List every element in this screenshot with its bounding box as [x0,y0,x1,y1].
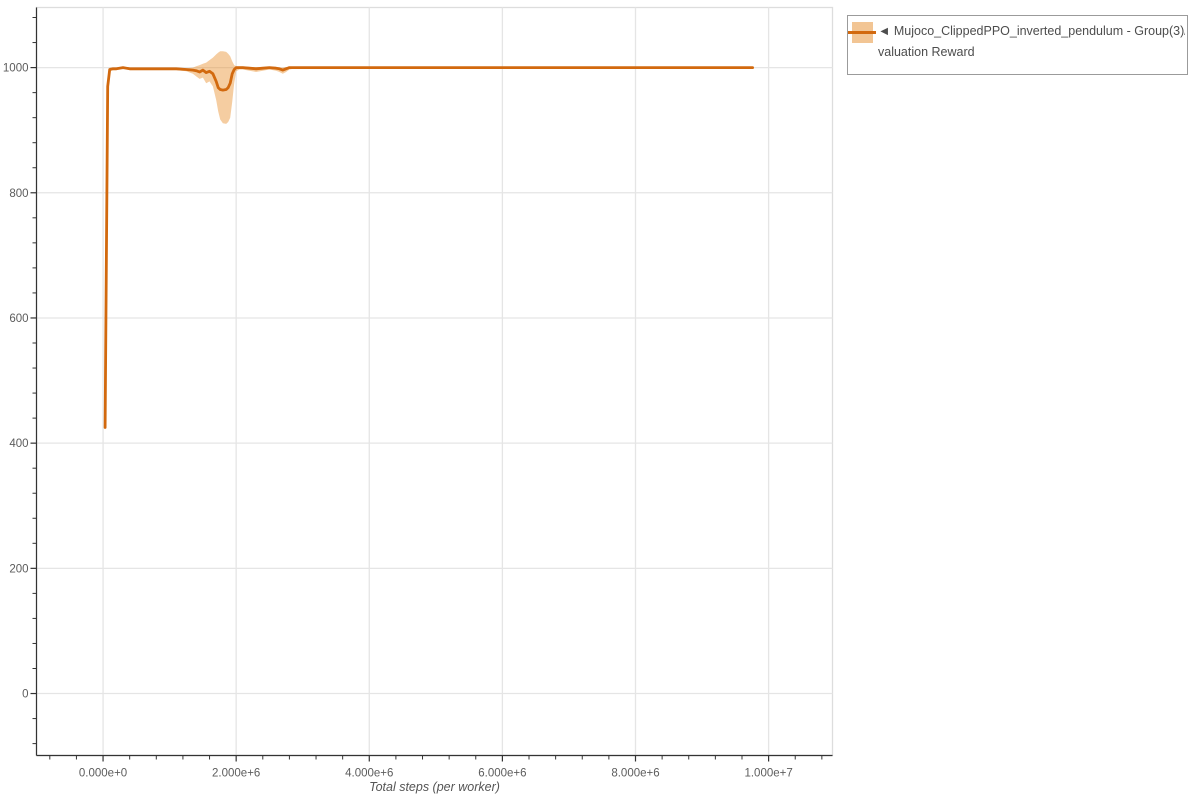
y-tick-label: 600 [9,313,28,325]
x-tick-label: 8.000e+6 [611,768,659,780]
legend-box: ◄ Mujoco_ClippedPPO_inverted_pendulum - … [847,15,1188,75]
legend-line-swatch-icon [848,31,876,34]
y-tick-label: 400 [9,438,28,450]
legend-band-swatch-icon [848,22,876,43]
legend-item[interactable]: ◄ Mujoco_ClippedPPO_inverted_pendulum - … [848,16,1187,74]
x-tick-label: 6.000e+6 [478,768,526,780]
x-tick-label: 1.000e+7 [744,768,792,780]
axes: 0 200 400 600 800 1000 0.000e+0 2.000e+6 4.000e+… [3,7,833,780]
legend-label: ◄ Mujoco_ClippedPPO_inverted_pendulum - … [878,21,1185,63]
y-tick-label: 800 [9,188,28,200]
gridlines [36,7,833,756]
y-tick-label: 200 [9,563,28,575]
plot-outline [35,6,834,757]
x-tick-label: 0.000e+0 [79,768,127,780]
y-tick-label: 1000 [3,63,29,75]
legend-label-line1: ◄ Mujoco_ClippedPPO_inverted_pendulum - … [878,24,1185,38]
reward-line [103,66,754,429]
x-tick-label: 2.000e+6 [212,768,260,780]
confidence-band [105,51,753,432]
x-axis-title: Total steps (per worker) [369,780,500,794]
legend-label-line2: valuation Reward [878,45,975,59]
x-tick-label: 4.000e+6 [345,768,393,780]
y-tick-label: 0 [22,689,28,701]
